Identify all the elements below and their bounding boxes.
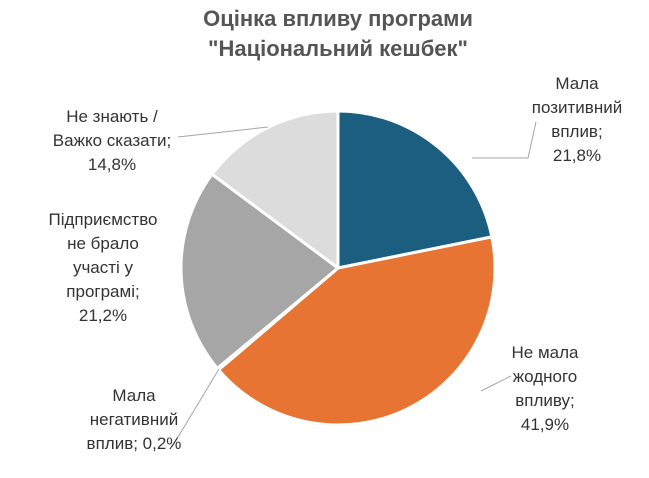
pie-slice	[210, 109, 340, 270]
slice-label-line: 14,8%	[88, 155, 136, 174]
leader-lines	[171, 121, 537, 448]
slice-label-line: 41,9%	[521, 415, 569, 434]
slice-label-line: Підприємство	[48, 210, 157, 229]
slice-label-line: 21,2%	[79, 306, 127, 325]
slice-label-line: негативний	[90, 410, 178, 429]
slice-label: Не знають / Важко сказати; 14,8%	[53, 107, 171, 174]
slice-label-line: Мала	[555, 74, 599, 93]
slice-label-line: 21,8%	[553, 146, 601, 165]
slice-label-line: програмі;	[66, 282, 139, 301]
leader-line	[472, 121, 537, 159]
pie-slice	[336, 109, 494, 270]
leader-line	[177, 126, 269, 138]
slice-label: Мала негативний вплив; 0,2%	[87, 386, 182, 453]
slice-label-line: вплив;	[551, 122, 602, 141]
slice-label-line: Не знають /	[66, 107, 158, 126]
pie-slice	[217, 235, 497, 427]
chart-title-line-2: "Національний кешбек"	[208, 36, 468, 61]
slice-label-line: впливу;	[515, 391, 575, 410]
slice-label-line: Не мала	[512, 343, 580, 362]
slice-label: Мала позитивний вплив; 21,8%	[532, 74, 622, 165]
slice-label-line: жодного	[513, 367, 578, 386]
leader-line	[171, 368, 220, 448]
slice-label: Підприємство не брало участі у програмі; 21,…	[48, 210, 157, 325]
slice-label-line: Мала	[112, 386, 156, 405]
slice-label-line: не брало	[67, 234, 139, 253]
chart-title-line-1: Оцінка впливу програми	[203, 6, 473, 31]
slice-label: Не мала жодного впливу; 41,9%	[512, 343, 580, 434]
slice-label-line: позитивний	[532, 98, 622, 117]
slice-labels: Мала позитивний вплив; 21,8% Не мала жодного в…	[48, 74, 622, 453]
leader-line	[480, 375, 512, 392]
pie-slices	[179, 109, 497, 427]
slice-label-line: вплив; 0,2%	[87, 434, 182, 453]
slice-label-line: участі у	[73, 258, 134, 277]
pie-slice	[179, 172, 340, 370]
slice-label-line: Важко сказати;	[53, 131, 171, 150]
